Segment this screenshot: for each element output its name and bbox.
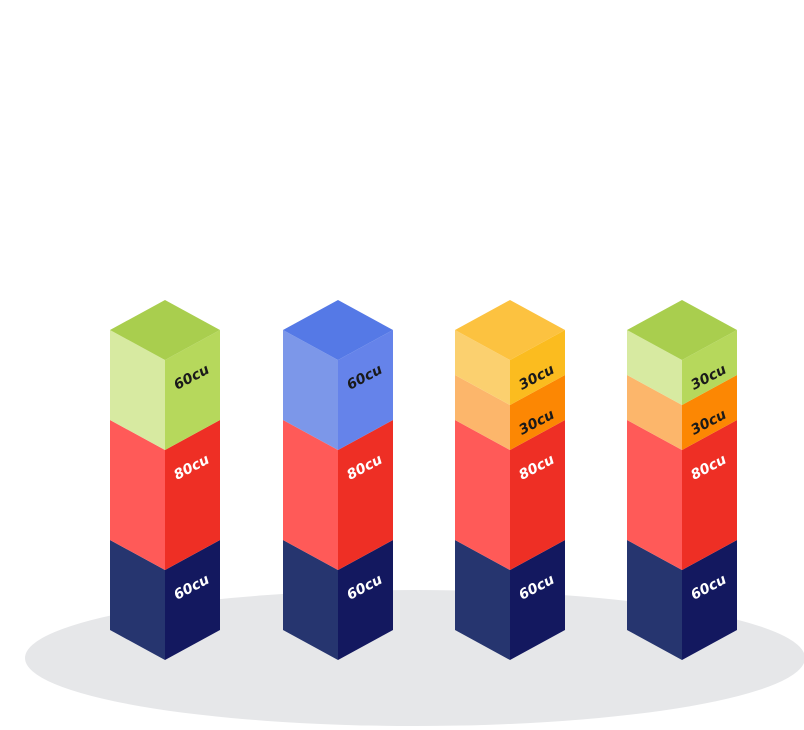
segment-right-face: [165, 540, 220, 660]
segment-left-face: [455, 540, 510, 660]
segment-right-face: [510, 375, 565, 450]
column-2-segment-1: 60cu: [283, 540, 393, 660]
segment-left-face: [627, 330, 682, 405]
column-1-segment-3: 60cu: [110, 300, 220, 450]
segment-left-face: [283, 540, 338, 660]
segment-right-face: [165, 330, 220, 450]
column-2-segment-3: 60cu: [283, 300, 393, 450]
segment-right-face: [338, 540, 393, 660]
segment-left-face: [110, 330, 165, 450]
column-top-face: [283, 300, 393, 360]
column-2-segment-2: 80cu: [283, 420, 393, 570]
segment-left-face: [627, 540, 682, 660]
column-3-segment-2: 80cu: [455, 420, 565, 570]
segment-right-face: [510, 540, 565, 660]
column-4-segment-2: 80cu: [627, 420, 737, 570]
segment-left-face: [110, 420, 165, 570]
column-1-segment-2: 80cu: [110, 420, 220, 570]
column-top-face: [627, 300, 737, 360]
segment-right-face: [338, 330, 393, 450]
segment-left-face: [627, 420, 682, 570]
segment-left-face: [455, 375, 510, 450]
segment-left-face: [283, 420, 338, 570]
columns-layer: 60cu80cu60cu60cu80cu60cu60cu80cu30cu30cu…: [110, 300, 737, 660]
column-3-segment-1: 60cu: [455, 540, 565, 660]
column-1-segment-1: 60cu: [110, 540, 220, 660]
column-top-face: [110, 300, 220, 360]
segment-left-face: [455, 420, 510, 570]
column-4-segment-1: 60cu: [627, 540, 737, 660]
segment-left-face: [627, 375, 682, 450]
column-4-segment-4: 30cu: [627, 300, 737, 405]
segment-left-face: [455, 330, 510, 405]
segment-left-face: [110, 540, 165, 660]
column-4-segment-3: 30cu: [627, 375, 737, 450]
segment-right-face: [682, 420, 737, 570]
segment-right-face: [682, 375, 737, 450]
segment-right-face: [510, 420, 565, 570]
segment-right-face: [682, 540, 737, 660]
segment-left-face: [283, 330, 338, 450]
column-top-face: [455, 300, 565, 360]
segment-right-face: [682, 330, 737, 405]
segment-right-face: [338, 420, 393, 570]
segment-right-face: [510, 330, 565, 405]
segment-right-face: [165, 420, 220, 570]
column-3-segment-4: 30cu: [455, 300, 565, 405]
